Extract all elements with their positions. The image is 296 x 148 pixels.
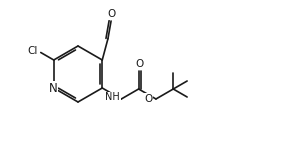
- Text: O: O: [144, 94, 152, 104]
- Text: Cl: Cl: [28, 45, 38, 56]
- Text: N: N: [48, 82, 57, 95]
- Text: NH: NH: [105, 92, 120, 103]
- Text: O: O: [136, 59, 144, 69]
- Text: O: O: [107, 9, 115, 19]
